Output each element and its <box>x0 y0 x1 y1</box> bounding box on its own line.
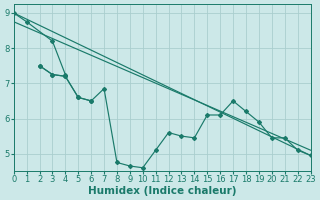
X-axis label: Humidex (Indice chaleur): Humidex (Indice chaleur) <box>88 186 236 196</box>
